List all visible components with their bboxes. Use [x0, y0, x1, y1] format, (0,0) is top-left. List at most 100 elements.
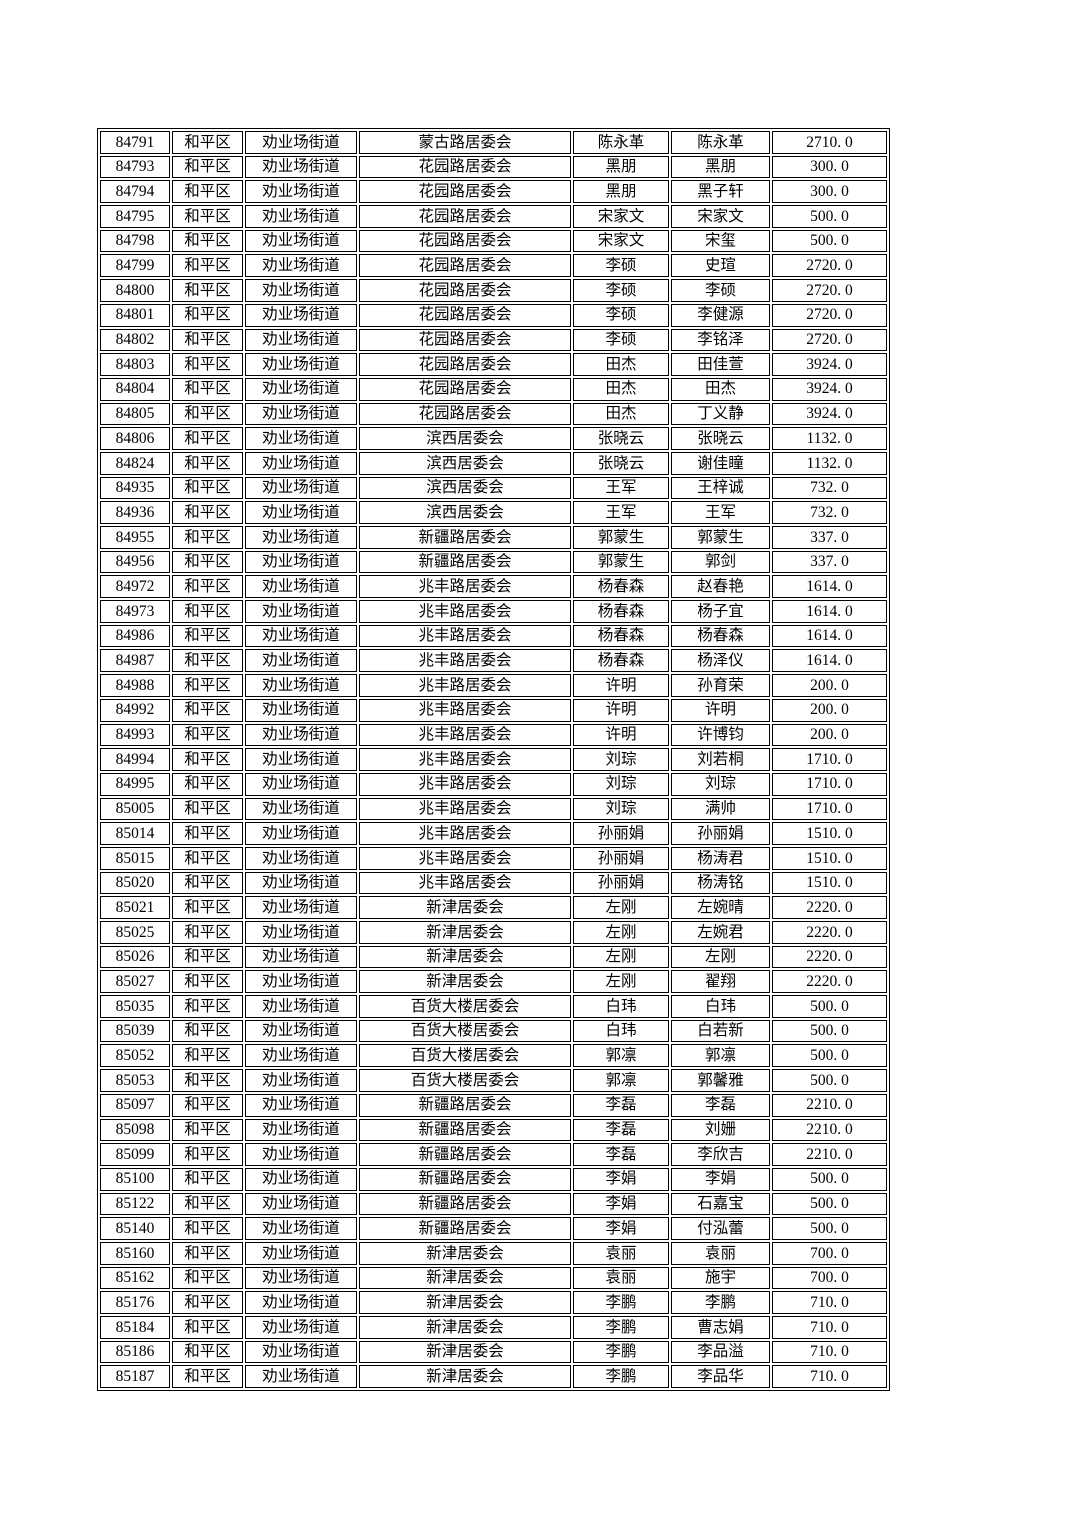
cell-committee: 花园路居委会 [359, 353, 571, 376]
cell-street: 劝业场街道 [245, 649, 357, 673]
cell-amount: 700. 0 [772, 1266, 887, 1290]
cell-district: 和平区 [172, 131, 243, 154]
cell-street: 劝业场街道 [245, 871, 357, 895]
cell-person-name: 田杰 [573, 353, 669, 376]
cell-district: 和平区 [172, 748, 243, 771]
cell-record-id: 84992 [100, 698, 170, 722]
cell-committee: 新津居委会 [359, 1266, 571, 1290]
cell-street: 劝业场街道 [245, 1217, 357, 1240]
cell-district: 和平区 [172, 427, 243, 450]
table-row: 85162 和平区 劝业场街道 新津居委会 袁丽 施宇 700. 0 [100, 1266, 887, 1290]
cell-person-name: 李硕 [573, 254, 669, 278]
cell-person-name: 张晓云 [573, 451, 669, 475]
cell-person-name: 左刚 [573, 896, 669, 919]
cell-person-name: 田杰 [573, 377, 669, 401]
cell-street: 劝业场街道 [245, 377, 357, 401]
cell-person-name: 李娟 [573, 1192, 669, 1216]
cell-street: 劝业场街道 [245, 1241, 357, 1265]
table-row: 85035 和平区 劝业场街道 百货大楼居委会 白玮 白玮 500. 0 [100, 995, 887, 1018]
cell-street: 劝业场街道 [245, 180, 357, 204]
cell-member-name: 黑朋 [671, 155, 770, 179]
cell-person-name: 许明 [573, 674, 669, 697]
cell-street: 劝业场街道 [245, 723, 357, 747]
cell-person-name: 杨春森 [573, 600, 669, 623]
cell-record-id: 84993 [100, 723, 170, 747]
cell-amount: 1510. 0 [772, 822, 887, 845]
cell-district: 和平区 [172, 600, 243, 623]
cell-record-id: 85122 [100, 1192, 170, 1216]
cell-record-id: 84800 [100, 279, 170, 302]
cell-record-id: 84791 [100, 131, 170, 154]
cell-person-name: 李鹏 [573, 1340, 669, 1364]
table-row: 85053 和平区 劝业场街道 百货大楼居委会 郭凛 郭馨雅 500. 0 [100, 1069, 887, 1092]
cell-member-name: 杨涛铭 [671, 871, 770, 895]
cell-person-name: 李鹏 [573, 1365, 669, 1389]
cell-member-name: 郭凛 [671, 1044, 770, 1068]
cell-amount: 1614. 0 [772, 624, 887, 648]
cell-member-name: 满帅 [671, 797, 770, 821]
cell-amount: 200. 0 [772, 698, 887, 722]
cell-district: 和平区 [172, 1019, 243, 1043]
cell-person-name: 李鹏 [573, 1316, 669, 1339]
cell-amount: 1510. 0 [772, 846, 887, 870]
cell-person-name: 李磊 [573, 1118, 669, 1142]
cell-person-name: 田杰 [573, 402, 669, 426]
cell-person-name: 刘琮 [573, 772, 669, 796]
cell-committee: 兆丰路居委会 [359, 748, 571, 771]
cell-person-name: 陈永革 [573, 131, 669, 154]
table-row: 85187 和平区 劝业场街道 新津居委会 李鹏 李品华 710. 0 [100, 1365, 887, 1389]
table-row: 85020 和平区 劝业场街道 兆丰路居委会 孙丽娟 杨涛铭 1510. 0 [100, 871, 887, 895]
cell-committee: 滨西居委会 [359, 451, 571, 475]
cell-amount: 200. 0 [772, 674, 887, 697]
cell-person-name: 宋家文 [573, 205, 669, 228]
cell-committee: 新津居委会 [359, 1365, 571, 1389]
cell-district: 和平区 [172, 1118, 243, 1142]
table-row: 85098 和平区 劝业场街道 新疆路居委会 李磊 刘姗 2210. 0 [100, 1118, 887, 1142]
cell-committee: 兆丰路居委会 [359, 723, 571, 747]
cell-person-name: 孙丽娟 [573, 871, 669, 895]
cell-person-name: 李磊 [573, 1143, 669, 1166]
cell-amount: 2220. 0 [772, 896, 887, 919]
cell-person-name: 李鹏 [573, 1291, 669, 1314]
cell-amount: 2220. 0 [772, 970, 887, 994]
cell-person-name: 孙丽娟 [573, 822, 669, 845]
cell-amount: 3924. 0 [772, 353, 887, 376]
cell-district: 和平区 [172, 1167, 243, 1191]
cell-district: 和平区 [172, 674, 243, 697]
cell-street: 劝业场街道 [245, 995, 357, 1018]
cell-district: 和平区 [172, 1266, 243, 1290]
cell-record-id: 84804 [100, 377, 170, 401]
table-row: 85099 和平区 劝业场街道 新疆路居委会 李磊 李欣吉 2210. 0 [100, 1143, 887, 1166]
table-row: 84956 和平区 劝业场街道 新疆路居委会 郭蒙生 郭剑 337. 0 [100, 550, 887, 574]
cell-committee: 兆丰路居委会 [359, 846, 571, 870]
cell-district: 和平区 [172, 1365, 243, 1389]
cell-street: 劝业场街道 [245, 353, 357, 376]
cell-committee: 百货大楼居委会 [359, 1019, 571, 1043]
table-row: 85140 和平区 劝业场街道 新疆路居委会 李娟 付泓蕾 500. 0 [100, 1217, 887, 1240]
cell-committee: 新津居委会 [359, 1340, 571, 1364]
cell-person-name: 杨春森 [573, 575, 669, 599]
cell-district: 和平区 [172, 797, 243, 821]
cell-street: 劝业场街道 [245, 526, 357, 549]
cell-street: 劝业场街道 [245, 822, 357, 845]
cell-amount: 2710. 0 [772, 131, 887, 154]
cell-amount: 1710. 0 [772, 748, 887, 771]
cell-record-id: 84803 [100, 353, 170, 376]
table-row: 85100 和平区 劝业场街道 新疆路居委会 李娟 李娟 500. 0 [100, 1167, 887, 1191]
cell-member-name: 白若新 [671, 1019, 770, 1043]
cell-street: 劝业场街道 [245, 205, 357, 228]
cell-committee: 蒙古路居委会 [359, 131, 571, 154]
cell-record-id: 84802 [100, 328, 170, 352]
cell-person-name: 左刚 [573, 921, 669, 944]
cell-record-id: 85100 [100, 1167, 170, 1191]
table-row: 84805 和平区 劝业场街道 花园路居委会 田杰 丁义静 3924. 0 [100, 402, 887, 426]
cell-street: 劝业场街道 [245, 921, 357, 944]
cell-amount: 1132. 0 [772, 427, 887, 450]
cell-member-name: 刘姗 [671, 1118, 770, 1142]
table-row: 85122 和平区 劝业场街道 新疆路居委会 李娟 石嘉宝 500. 0 [100, 1192, 887, 1216]
cell-amount: 1510. 0 [772, 871, 887, 895]
cell-member-name: 石嘉宝 [671, 1192, 770, 1216]
cell-member-name: 田佳萱 [671, 353, 770, 376]
cell-amount: 710. 0 [772, 1316, 887, 1339]
cell-street: 劝业场街道 [245, 1167, 357, 1191]
